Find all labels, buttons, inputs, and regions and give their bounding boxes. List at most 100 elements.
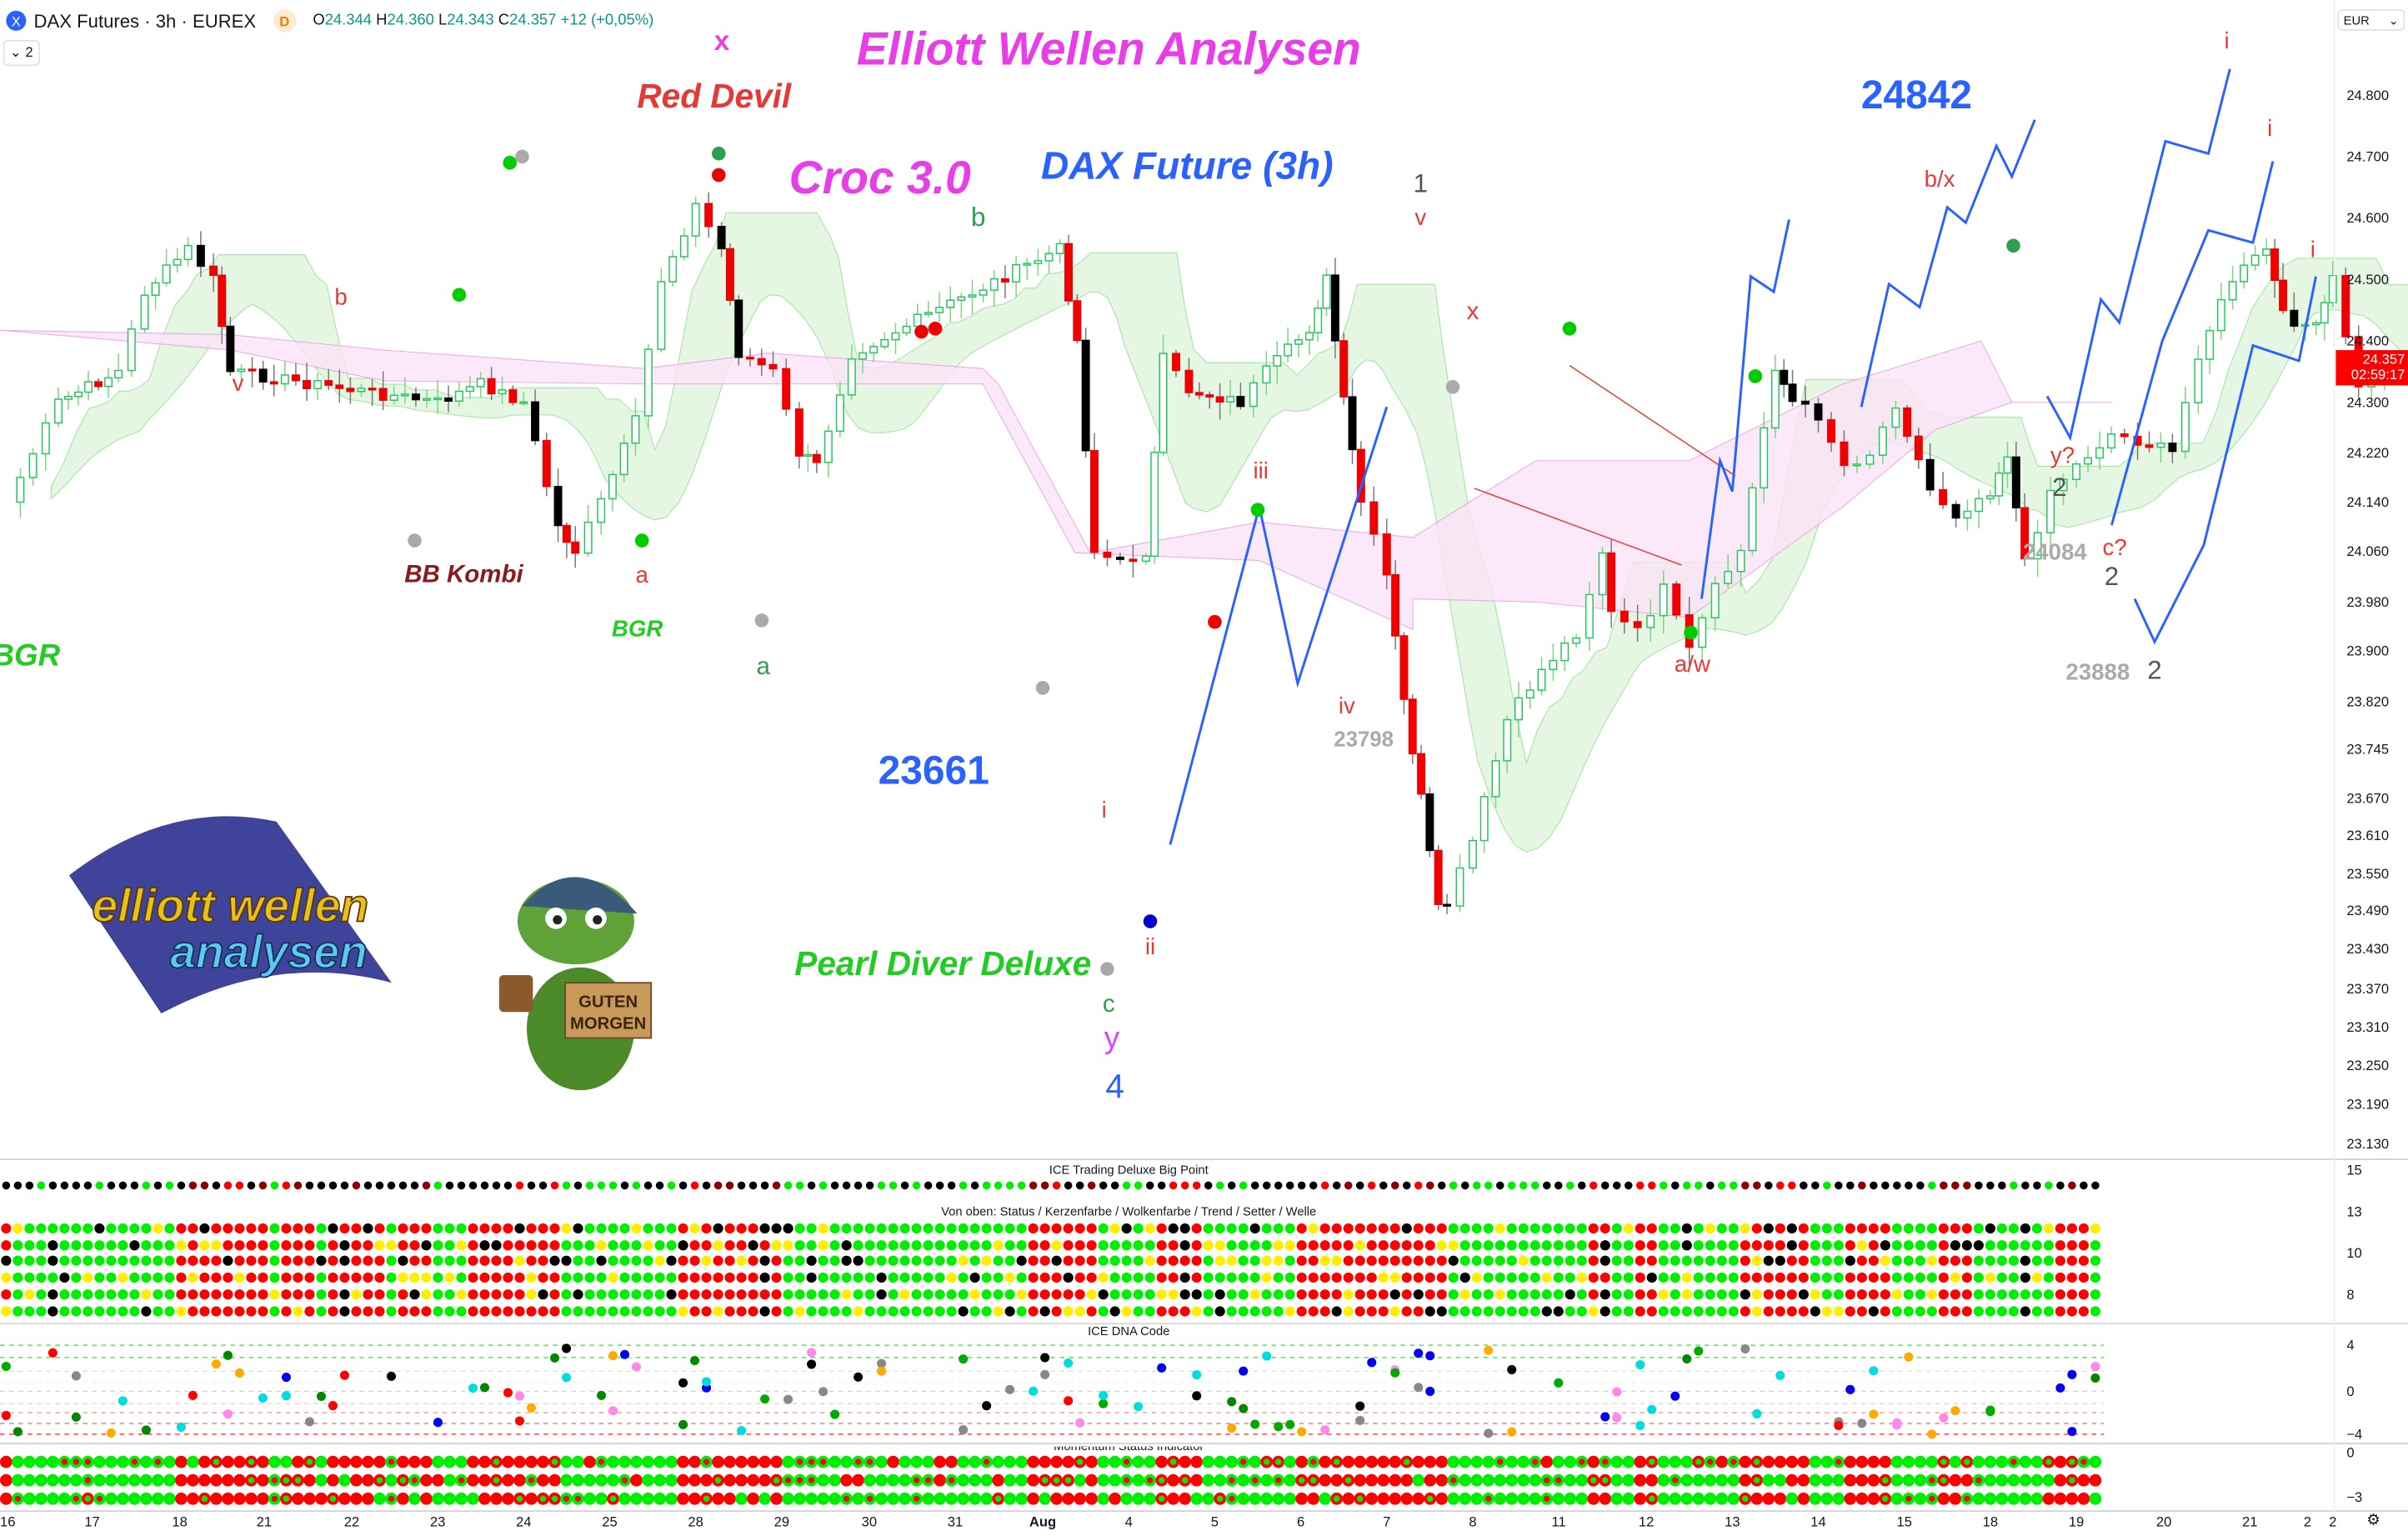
- momentum-dot-inner: [154, 1458, 162, 1465]
- status-dot: [713, 1223, 723, 1234]
- status-dot: [1880, 1306, 1890, 1317]
- momentum-dot: [1202, 1473, 1215, 1487]
- price-tick: 24.800: [2346, 88, 2390, 103]
- momentum-dot-inner: [96, 1495, 103, 1502]
- dna-dot: [561, 1373, 572, 1383]
- status-dot: [1903, 1240, 1914, 1251]
- status-dot: [806, 1223, 817, 1234]
- dna-dot: [1612, 1413, 1622, 1423]
- status-dot: [246, 1255, 257, 1266]
- momentum-dot: [478, 1473, 491, 1487]
- price-tick: 24.220: [2346, 445, 2390, 461]
- dna-dot: [1285, 1419, 1295, 1429]
- status-dot: [1518, 1289, 1529, 1300]
- momentum-dot-inner: [808, 1458, 815, 1465]
- momentum-dot: [1529, 1492, 1542, 1505]
- candle-body: [1408, 698, 1417, 755]
- status-dot: [72, 1181, 81, 1190]
- status-dot: [1133, 1240, 1144, 1251]
- status-dot: [1448, 1255, 1459, 1266]
- status-dot: [107, 1181, 116, 1190]
- candle-body: [1549, 659, 1558, 671]
- status-dot: [1856, 1223, 1867, 1234]
- status-dot: [654, 1255, 665, 1266]
- status-dot: [1156, 1289, 1167, 1300]
- status-dot: [1507, 1181, 1516, 1190]
- momentum-dot: [350, 1473, 363, 1487]
- candle-body: [1479, 796, 1489, 842]
- collapse-indicators-button[interactable]: ⌄ 2: [3, 39, 40, 67]
- momentum-dot: [548, 1473, 561, 1487]
- status-dot: [1109, 1272, 1120, 1283]
- dna-dot: [479, 1383, 490, 1393]
- candle-body: [668, 256, 678, 283]
- status-dot: [794, 1223, 805, 1234]
- momentum-dot: [187, 1492, 199, 1505]
- status-dot: [619, 1240, 630, 1251]
- status-dot: [666, 1240, 677, 1251]
- status-dot: [631, 1272, 642, 1283]
- status-dot: [165, 1181, 174, 1190]
- status-dot: [94, 1289, 105, 1300]
- dna-dot: [1367, 1358, 1377, 1368]
- status-dot: [1203, 1240, 1214, 1251]
- momentum-dot: [1307, 1492, 1320, 1505]
- status-dot: [1051, 1223, 1062, 1234]
- candle-body: [444, 397, 453, 402]
- momentum-dot: [1260, 1492, 1274, 1505]
- gear-icon[interactable]: ⚙: [2366, 1512, 2380, 1530]
- status-dot: [199, 1255, 210, 1266]
- status-dot: [1926, 1223, 1937, 1234]
- status-dot: [1261, 1306, 1272, 1317]
- momentum-dot: [2019, 1473, 2032, 1487]
- status-dot: [1191, 1223, 1202, 1234]
- status-dot: [596, 1240, 607, 1251]
- status-dot: [491, 1223, 502, 1234]
- status-dot: [141, 1240, 152, 1251]
- status-dot: [1169, 1181, 1178, 1190]
- status-dot: [526, 1306, 537, 1317]
- momentum-dot: [1284, 1473, 1297, 1487]
- candle-body: [335, 384, 344, 389]
- dna-dot: [1250, 1419, 1260, 1429]
- status-dot: [1740, 1223, 1750, 1234]
- status-dot: [374, 1223, 385, 1234]
- dna-dot: [1694, 1346, 1704, 1356]
- status-dot: [678, 1240, 688, 1251]
- momentum-dot: [2054, 1473, 2067, 1487]
- currency-select[interactable]: EUR ⌄: [2337, 9, 2405, 31]
- status-dot: [421, 1223, 432, 1234]
- dna-dot: [1005, 1384, 1015, 1394]
- status-dot: [199, 1306, 210, 1317]
- status-dot: [1506, 1272, 1517, 1283]
- momentum-dot-inner: [1404, 1458, 1410, 1465]
- candle-body: [2194, 358, 2203, 403]
- symbol-title[interactable]: DAX Futures · 3h · EUREX: [33, 9, 257, 32]
- status-dot: [13, 1240, 23, 1251]
- momentum-dot: [1879, 1455, 1892, 1468]
- status-dot: [771, 1255, 782, 1266]
- momentum-dot: [502, 1455, 514, 1468]
- momentum-dot: [782, 1492, 794, 1505]
- candle-body: [1081, 339, 1090, 452]
- wave-projection-line: [1700, 219, 1790, 599]
- status-dot: [13, 1223, 23, 1234]
- status-dot: [899, 1289, 910, 1300]
- status-dot: [701, 1240, 712, 1251]
- status-dot: [1612, 1181, 1621, 1190]
- dna-dot: [316, 1391, 326, 1401]
- status-dot: [678, 1289, 688, 1300]
- momentum-dot: [1389, 1455, 1402, 1468]
- status-dot: [1915, 1223, 1925, 1234]
- momentum-dot: [1797, 1473, 1810, 1487]
- dna-dot: [1099, 1398, 1109, 1408]
- momentum-dot: [58, 1492, 71, 1505]
- status-dot: [947, 1181, 956, 1190]
- status-dot: [631, 1306, 642, 1317]
- status-dot: [503, 1240, 513, 1251]
- price-tick: 23.670: [2346, 790, 2390, 807]
- momentum-dot-inner: [14, 1495, 22, 1502]
- momentum-dot: [1132, 1473, 1145, 1487]
- status-dot: [1821, 1255, 1832, 1266]
